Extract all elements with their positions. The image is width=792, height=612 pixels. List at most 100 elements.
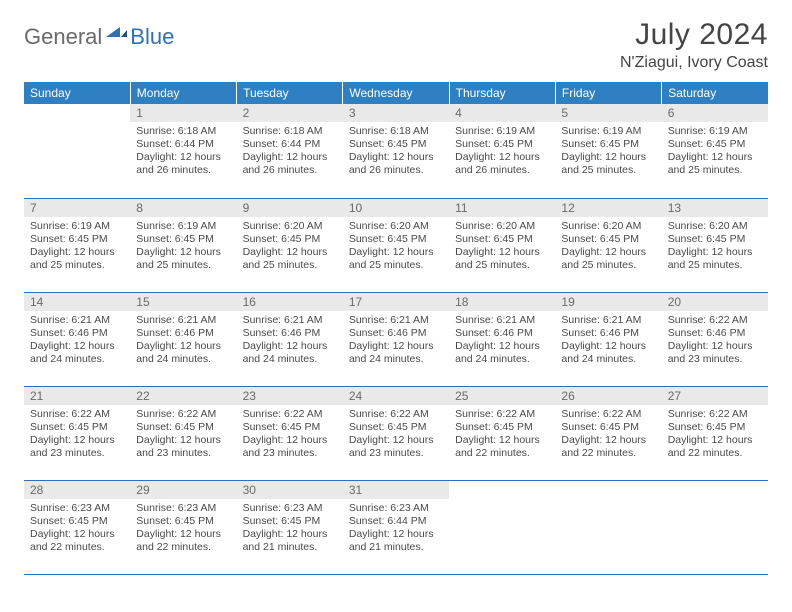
calendar-day-cell: 17Sunrise: 6:21 AMSunset: 6:46 PMDayligh… (343, 292, 449, 386)
daylight-text: Daylight: 12 hours and 22 minutes. (561, 434, 655, 460)
sunrise-text: Sunrise: 6:20 AM (561, 220, 655, 233)
day-details: Sunrise: 6:22 AMSunset: 6:45 PMDaylight:… (449, 405, 555, 464)
calendar-day-cell (24, 104, 130, 198)
calendar-day-cell: 5Sunrise: 6:19 AMSunset: 6:45 PMDaylight… (555, 104, 661, 198)
daylight-text: Daylight: 12 hours and 25 minutes. (455, 246, 549, 272)
sunset-text: Sunset: 6:45 PM (455, 138, 549, 151)
sunset-text: Sunset: 6:44 PM (243, 138, 337, 151)
day-header: Sunday (24, 82, 130, 104)
sunrise-text: Sunrise: 6:22 AM (136, 408, 230, 421)
day-details: Sunrise: 6:22 AMSunset: 6:45 PMDaylight:… (555, 405, 661, 464)
day-number: 4 (449, 104, 555, 122)
day-number: 13 (662, 199, 768, 217)
day-header: Saturday (662, 82, 768, 104)
daylight-text: Daylight: 12 hours and 24 minutes. (349, 340, 443, 366)
calendar-day-cell: 16Sunrise: 6:21 AMSunset: 6:46 PMDayligh… (237, 292, 343, 386)
calendar-week-row: 1Sunrise: 6:18 AMSunset: 6:44 PMDaylight… (24, 104, 768, 198)
day-number: 12 (555, 199, 661, 217)
day-header: Friday (555, 82, 661, 104)
day-details: Sunrise: 6:22 AMSunset: 6:45 PMDaylight:… (662, 405, 768, 464)
sunset-text: Sunset: 6:45 PM (349, 421, 443, 434)
sunset-text: Sunset: 6:45 PM (561, 421, 655, 434)
daylight-text: Daylight: 12 hours and 25 minutes. (561, 151, 655, 177)
sunrise-text: Sunrise: 6:20 AM (455, 220, 549, 233)
brand-text-blue: Blue (130, 24, 174, 50)
calendar-day-cell: 3Sunrise: 6:18 AMSunset: 6:45 PMDaylight… (343, 104, 449, 198)
sunset-text: Sunset: 6:45 PM (243, 515, 337, 528)
day-details: Sunrise: 6:18 AMSunset: 6:45 PMDaylight:… (343, 122, 449, 181)
header: General Blue July 2024 N'Ziagui, Ivory C… (24, 18, 768, 72)
daylight-text: Daylight: 12 hours and 23 minutes. (243, 434, 337, 460)
day-number: 22 (130, 387, 236, 405)
brand-text-general: General (24, 24, 102, 50)
day-details: Sunrise: 6:23 AMSunset: 6:44 PMDaylight:… (343, 499, 449, 558)
day-number: 2 (237, 104, 343, 122)
sunrise-text: Sunrise: 6:19 AM (561, 125, 655, 138)
sunrise-text: Sunrise: 6:23 AM (243, 502, 337, 515)
sunrise-text: Sunrise: 6:23 AM (349, 502, 443, 515)
calendar-day-cell: 15Sunrise: 6:21 AMSunset: 6:46 PMDayligh… (130, 292, 236, 386)
sunset-text: Sunset: 6:45 PM (561, 233, 655, 246)
sunset-text: Sunset: 6:45 PM (243, 233, 337, 246)
daylight-text: Daylight: 12 hours and 22 minutes. (30, 528, 124, 554)
daylight-text: Daylight: 12 hours and 22 minutes. (136, 528, 230, 554)
sunrise-text: Sunrise: 6:22 AM (668, 408, 762, 421)
calendar-day-cell: 13Sunrise: 6:20 AMSunset: 6:45 PMDayligh… (662, 198, 768, 292)
day-details: Sunrise: 6:19 AMSunset: 6:45 PMDaylight:… (555, 122, 661, 181)
daylight-text: Daylight: 12 hours and 24 minutes. (243, 340, 337, 366)
day-number: 26 (555, 387, 661, 405)
calendar-day-cell: 30Sunrise: 6:23 AMSunset: 6:45 PMDayligh… (237, 480, 343, 574)
calendar-day-cell: 31Sunrise: 6:23 AMSunset: 6:44 PMDayligh… (343, 480, 449, 574)
brand-logo: General Blue (24, 18, 174, 50)
calendar-day-cell: 4Sunrise: 6:19 AMSunset: 6:45 PMDaylight… (449, 104, 555, 198)
calendar-day-cell: 25Sunrise: 6:22 AMSunset: 6:45 PMDayligh… (449, 386, 555, 480)
day-details: Sunrise: 6:19 AMSunset: 6:45 PMDaylight:… (130, 217, 236, 276)
daylight-text: Daylight: 12 hours and 21 minutes. (243, 528, 337, 554)
sunset-text: Sunset: 6:45 PM (136, 515, 230, 528)
calendar-week-row: 21Sunrise: 6:22 AMSunset: 6:45 PMDayligh… (24, 386, 768, 480)
day-number: 25 (449, 387, 555, 405)
calendar-day-cell: 21Sunrise: 6:22 AMSunset: 6:45 PMDayligh… (24, 386, 130, 480)
calendar-day-cell: 22Sunrise: 6:22 AMSunset: 6:45 PMDayligh… (130, 386, 236, 480)
calendar-day-cell: 24Sunrise: 6:22 AMSunset: 6:45 PMDayligh… (343, 386, 449, 480)
sunrise-text: Sunrise: 6:19 AM (30, 220, 124, 233)
day-header: Wednesday (343, 82, 449, 104)
calendar-week-row: 14Sunrise: 6:21 AMSunset: 6:46 PMDayligh… (24, 292, 768, 386)
day-number: 5 (555, 104, 661, 122)
sunrise-text: Sunrise: 6:21 AM (243, 314, 337, 327)
sunset-text: Sunset: 6:45 PM (136, 421, 230, 434)
day-number: 1 (130, 104, 236, 122)
sunrise-text: Sunrise: 6:19 AM (455, 125, 549, 138)
daylight-text: Daylight: 12 hours and 25 minutes. (668, 151, 762, 177)
day-details: Sunrise: 6:22 AMSunset: 6:45 PMDaylight:… (237, 405, 343, 464)
sunrise-text: Sunrise: 6:18 AM (243, 125, 337, 138)
sunrise-text: Sunrise: 6:22 AM (30, 408, 124, 421)
day-details: Sunrise: 6:22 AMSunset: 6:46 PMDaylight:… (662, 311, 768, 370)
sunset-text: Sunset: 6:45 PM (30, 421, 124, 434)
calendar-day-cell: 28Sunrise: 6:23 AMSunset: 6:45 PMDayligh… (24, 480, 130, 574)
sunset-text: Sunset: 6:46 PM (561, 327, 655, 340)
day-number: 15 (130, 293, 236, 311)
day-details: Sunrise: 6:21 AMSunset: 6:46 PMDaylight:… (130, 311, 236, 370)
sunrise-text: Sunrise: 6:19 AM (136, 220, 230, 233)
title-block: July 2024 N'Ziagui, Ivory Coast (620, 18, 768, 72)
day-details: Sunrise: 6:23 AMSunset: 6:45 PMDaylight:… (130, 499, 236, 558)
sunrise-text: Sunrise: 6:22 AM (243, 408, 337, 421)
calendar-day-cell: 6Sunrise: 6:19 AMSunset: 6:45 PMDaylight… (662, 104, 768, 198)
sunset-text: Sunset: 6:45 PM (349, 233, 443, 246)
sunrise-text: Sunrise: 6:21 AM (30, 314, 124, 327)
day-number: 19 (555, 293, 661, 311)
day-details: Sunrise: 6:21 AMSunset: 6:46 PMDaylight:… (449, 311, 555, 370)
daylight-text: Daylight: 12 hours and 23 minutes. (30, 434, 124, 460)
calendar-day-cell: 8Sunrise: 6:19 AMSunset: 6:45 PMDaylight… (130, 198, 236, 292)
sunset-text: Sunset: 6:45 PM (561, 138, 655, 151)
day-header: Thursday (449, 82, 555, 104)
day-number: 9 (237, 199, 343, 217)
sunset-text: Sunset: 6:45 PM (668, 138, 762, 151)
sunset-text: Sunset: 6:44 PM (136, 138, 230, 151)
sunrise-text: Sunrise: 6:22 AM (561, 408, 655, 421)
location-subtitle: N'Ziagui, Ivory Coast (620, 54, 768, 72)
calendar-week-row: 28Sunrise: 6:23 AMSunset: 6:45 PMDayligh… (24, 480, 768, 574)
day-details: Sunrise: 6:21 AMSunset: 6:46 PMDaylight:… (555, 311, 661, 370)
day-details: Sunrise: 6:18 AMSunset: 6:44 PMDaylight:… (237, 122, 343, 181)
